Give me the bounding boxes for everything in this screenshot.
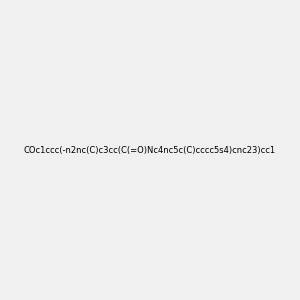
Text: COc1ccc(-n2nc(C)c3cc(C(=O)Nc4nc5c(C)cccc5s4)cnc23)cc1: COc1ccc(-n2nc(C)c3cc(C(=O)Nc4nc5c(C)cccc… <box>24 146 276 154</box>
